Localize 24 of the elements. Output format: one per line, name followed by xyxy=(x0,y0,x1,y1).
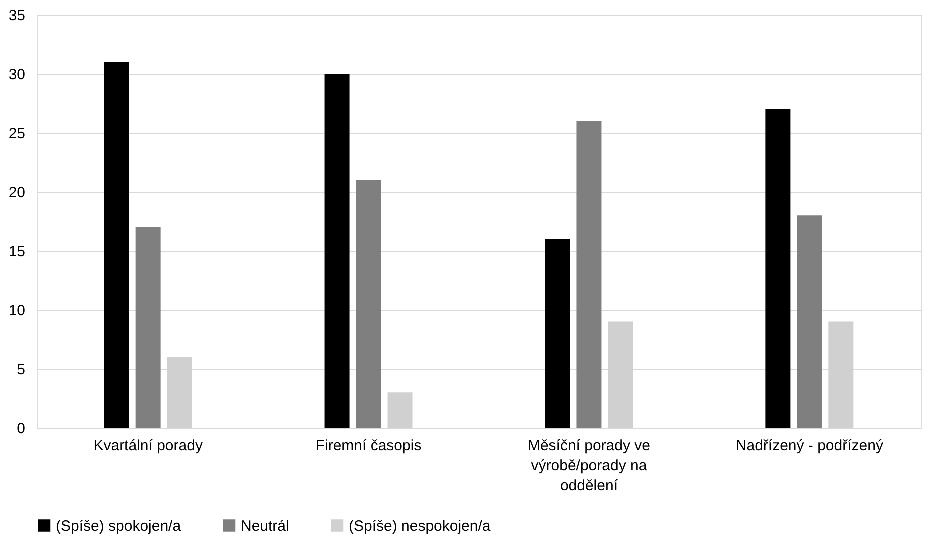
y-tick-label: 15 xyxy=(8,244,26,260)
legend-label: Neutrál xyxy=(241,518,290,535)
bar xyxy=(576,121,602,428)
y-tick-label: 20 xyxy=(8,184,26,202)
bar xyxy=(356,180,382,428)
legend-label: (Spíše) spokojen/a xyxy=(56,518,182,535)
bar xyxy=(136,227,161,428)
y-tick-label: 10 xyxy=(8,302,26,320)
y-tick-label: 5 xyxy=(17,362,26,378)
x-tick-label: Měsíční porady ve výrobě/porady na oddělení xyxy=(528,438,651,494)
y-tick-label: 35 xyxy=(8,8,26,24)
bar xyxy=(797,216,822,428)
y-tick-label: 25 xyxy=(8,126,26,142)
x-tick-label: Kvartální porady xyxy=(94,438,204,454)
bar xyxy=(766,109,791,428)
bar xyxy=(324,74,350,428)
x-tick-label: Firemní časopis xyxy=(316,438,422,454)
bar xyxy=(545,239,570,428)
y-tick-label: 0 xyxy=(17,420,26,438)
bar xyxy=(388,392,413,428)
bar xyxy=(104,62,130,428)
y-tick-label: 30 xyxy=(8,66,26,84)
legend-label: (Spíše) nespokojen/a xyxy=(349,518,492,535)
x-tick-label: Nadřízený - podřízený xyxy=(736,438,884,454)
